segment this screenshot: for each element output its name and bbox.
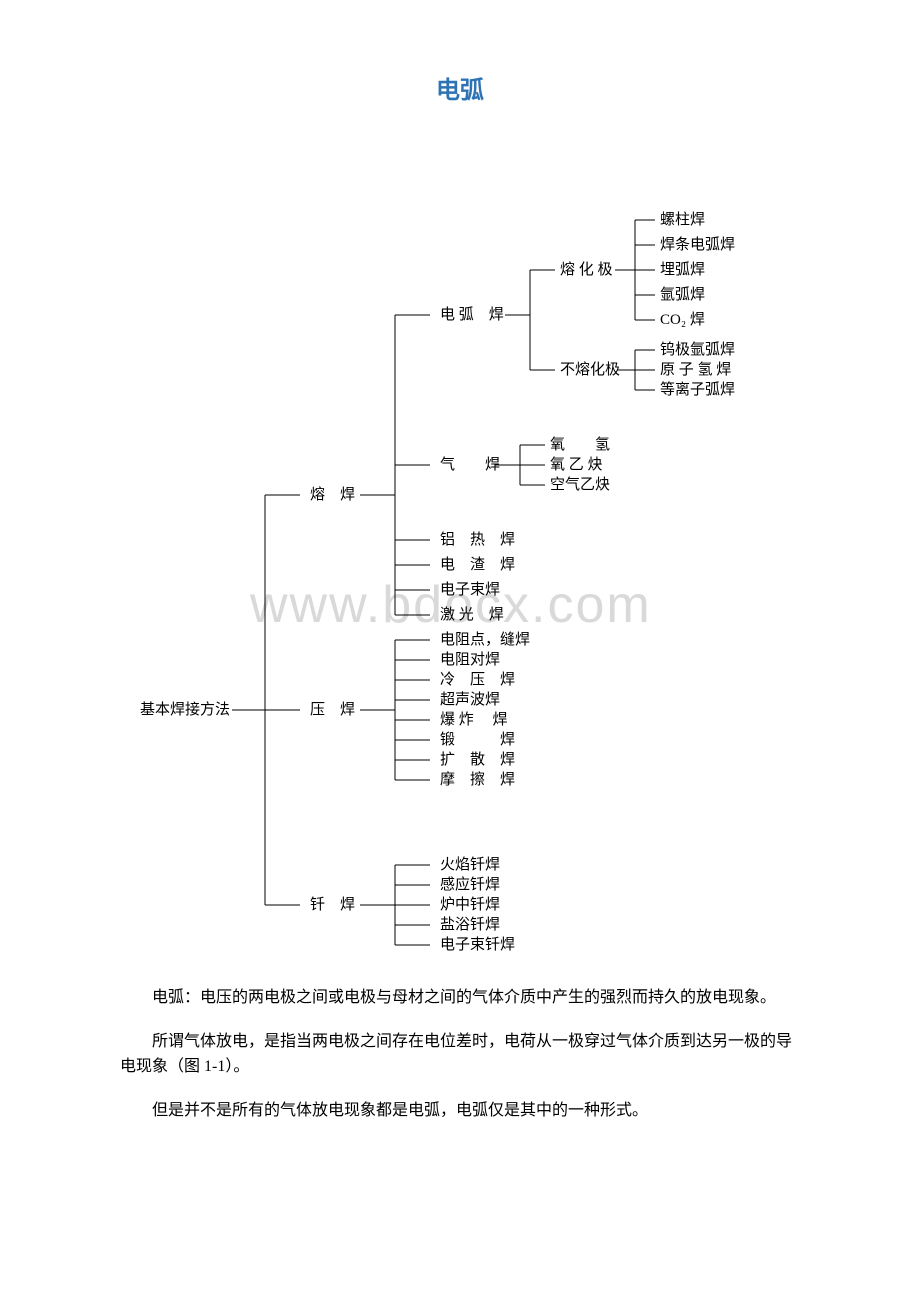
node-ronghan: 熔 焊: [310, 488, 355, 503]
node-lvre: 铝 热 焊: [440, 533, 515, 548]
leaf-yuanzi: 原 子 氢 焊: [660, 363, 731, 378]
leaf-dengli: 等离子弧焊: [660, 383, 735, 398]
node-dianzha: 电 渣 焊: [440, 558, 515, 573]
node-ronghuaji: 熔 化 极: [560, 263, 613, 278]
leaf-huoyan: 火焰钎焊: [440, 858, 500, 873]
leaf-dianzudui: 电阻对焊: [440, 653, 500, 668]
node-qianhan: 钎 焊: [310, 898, 355, 913]
node-jiguang: 激 光 焊: [440, 608, 504, 623]
leaf-kuosan: 扩 散 焊: [440, 753, 515, 768]
leaf-kongqi: 空气乙炔: [550, 478, 610, 493]
leaf-yangyi: 氧 乙 炔: [550, 458, 603, 473]
leaf-yanyu: 盐浴钎焊: [440, 918, 500, 933]
leaf-dianzishu2: 电子束钎焊: [440, 938, 515, 953]
leaf-ganying: 感应钎焊: [440, 878, 500, 893]
node-yahan: 压 焊: [310, 703, 355, 718]
page: 电弧 www.bdocx.com: [0, 0, 920, 1302]
node-qihan: 气 焊: [440, 458, 500, 473]
leaf-luzhong: 炉中钎焊: [440, 898, 500, 913]
tree-diagram: www.bdocx.com: [0, 145, 920, 985]
leaf-lengya: 冷 压 焊: [440, 673, 515, 688]
node-root: 基本焊接方法: [140, 703, 230, 718]
paragraph-3: 但是并不是所有的气体放电现象都是电弧，电弧仅是其中的一种形式。: [120, 1098, 800, 1124]
paragraph-1: 电弧：电压的两电极之间或电极与母材之间的气体介质中产生的强烈而持久的放电现象。: [120, 985, 800, 1011]
page-title: 电弧: [0, 70, 920, 105]
leaf-yangqing: 氧 氢: [550, 438, 610, 453]
node-buronghuaji: 不熔化极: [560, 363, 620, 378]
leaf-chaosheng: 超声波焊: [440, 693, 500, 708]
paragraph-2: 所谓气体放电，是指当两电极之间存在电位差时，电荷从一极穿过气体介质到达另一极的导…: [120, 1029, 800, 1080]
leaf-maihu: 埋弧焊: [660, 263, 705, 278]
node-dianhu: 电 弧 焊: [440, 308, 504, 323]
leaf-duan: 锻 焊: [440, 733, 515, 748]
node-dianzishu: 电子束焊: [440, 583, 500, 598]
leaf-baozha: 爆 炸 焊: [440, 713, 508, 728]
leaf-wuji: 钨极氩弧焊: [660, 343, 735, 358]
leaf-yahu: 氩弧焊: [660, 288, 705, 303]
leaf-luozhu: 螺柱焊: [660, 213, 705, 228]
leaf-hantiao: 焊条电弧焊: [660, 238, 735, 253]
leaf-dianzudian: 电阻点，缝焊: [440, 633, 530, 648]
leaf-co2: CO₂ 焊: [660, 313, 705, 328]
leaf-moca: 摩 擦 焊: [440, 773, 515, 788]
